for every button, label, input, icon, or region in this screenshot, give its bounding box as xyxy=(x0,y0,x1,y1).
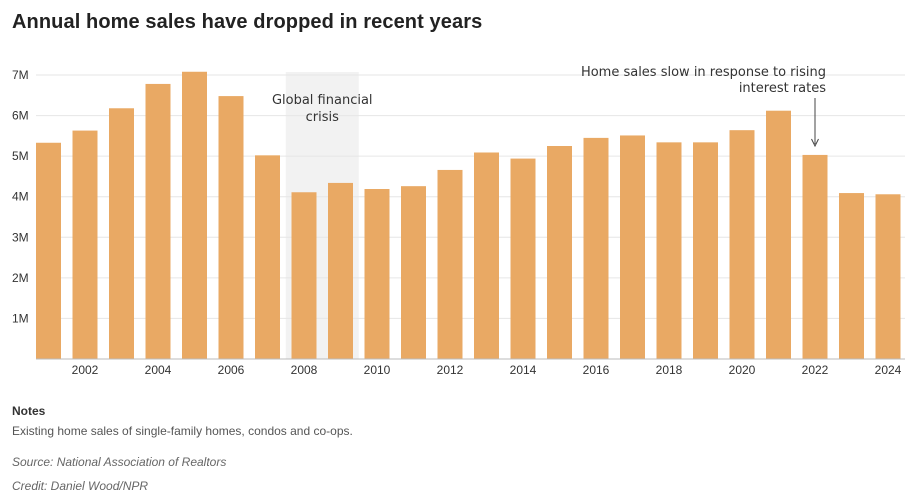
bar-2011 xyxy=(401,186,426,359)
x-tick-label: 2018 xyxy=(656,363,683,377)
y-tick-label: 7M xyxy=(12,68,29,82)
y-tick-label: 2M xyxy=(12,271,29,285)
credit-text: Credit: Daniel Wood/NPR xyxy=(12,479,149,493)
bar-2023 xyxy=(839,193,864,359)
bars-layer xyxy=(36,71,901,360)
y-tick-label: 5M xyxy=(12,149,29,163)
y-tick-label: 1M xyxy=(12,311,29,325)
x-tick-label: 2012 xyxy=(437,363,464,377)
x-tick-label: 2004 xyxy=(145,363,172,377)
chart-title: Annual home sales have dropped in recent… xyxy=(12,11,483,33)
x-tick-label: 2016 xyxy=(583,363,610,377)
bar-2020 xyxy=(729,130,755,359)
gridlines-layer xyxy=(36,74,905,319)
bar-2017 xyxy=(620,135,645,359)
bar-2001 xyxy=(36,142,61,359)
bar-2015 xyxy=(547,146,572,359)
x-tick-label: 2022 xyxy=(802,363,829,377)
bar-2013 xyxy=(474,152,499,359)
source-text: Source: National Association of Realtors xyxy=(12,455,227,469)
bar-2019 xyxy=(693,142,718,359)
annotations-layer: Global financial crisis Home sales slow in… xyxy=(272,65,826,148)
y-tick-label: 4M xyxy=(12,190,29,204)
bar-2016 xyxy=(583,137,609,359)
shaded-region-label: Global financial xyxy=(272,93,373,108)
annotation-label: interest rates xyxy=(739,81,826,96)
shaded-region-label: crisis xyxy=(306,110,339,125)
y-axis-labels: 1M 2M 3M 4M 5M 6M 7M xyxy=(12,68,29,325)
x-tick-label: 2008 xyxy=(291,363,318,377)
bar-2002 xyxy=(72,130,98,359)
annotation-arrow-head xyxy=(811,138,819,148)
bar-2007 xyxy=(255,155,280,359)
x-tick-label: 2024 xyxy=(875,363,902,377)
x-tick-label: 2020 xyxy=(729,363,756,377)
x-tick-label: 2010 xyxy=(364,363,391,377)
y-tick-label: 3M xyxy=(12,230,29,244)
bar-2022 xyxy=(802,154,828,359)
bar-2010 xyxy=(364,189,390,359)
annotation-label: Home sales slow in response to rising xyxy=(581,65,826,80)
bar-2008 xyxy=(291,192,317,359)
bar-2021 xyxy=(766,110,791,360)
bar-2012 xyxy=(437,169,463,359)
bar-2003 xyxy=(109,108,134,359)
y-tick-label: 6M xyxy=(12,109,29,123)
x-tick-label: 2002 xyxy=(72,363,99,377)
bar-2014 xyxy=(510,158,536,359)
x-axis-labels: 2002 2004 2006 2008 2010 2012 2014 2016 2018 2020… xyxy=(72,363,902,377)
bar-2006 xyxy=(218,96,244,360)
bar-2005 xyxy=(182,71,207,360)
notes-text: Existing home sales of single-family hom… xyxy=(12,424,353,438)
x-tick-label: 2006 xyxy=(218,363,245,377)
bar-2004 xyxy=(145,83,171,359)
bar-2009 xyxy=(328,182,353,359)
bar-2018 xyxy=(656,142,682,359)
bar-2024 xyxy=(875,194,901,359)
x-tick-label: 2014 xyxy=(510,363,537,377)
notes-heading: Notes xyxy=(12,404,46,418)
